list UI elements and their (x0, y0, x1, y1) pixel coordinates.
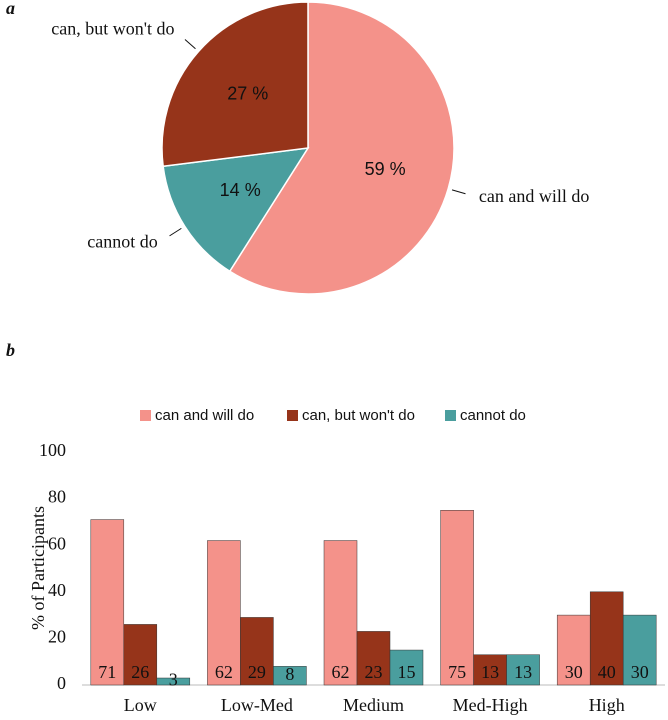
value-label: 15 (398, 662, 416, 682)
bar (240, 617, 274, 686)
value-label: 13 (514, 662, 532, 682)
bar (207, 540, 241, 686)
category-label: cannot do (87, 232, 157, 252)
bar (156, 677, 191, 686)
value-label: 3 (169, 670, 178, 690)
bar (589, 591, 624, 686)
pie-slice (228, 1, 455, 295)
pie-slice (161, 1, 309, 168)
bar (622, 614, 657, 686)
value-label: 14 % (220, 180, 261, 200)
bar (556, 614, 591, 686)
pie-slice (162, 147, 310, 273)
y-tick-label: 40 (48, 580, 66, 600)
bar (323, 540, 358, 686)
x-tick-label: Medium (343, 695, 404, 715)
bar (440, 510, 474, 686)
leader-line (169, 227, 182, 237)
panel-label: b (6, 340, 15, 360)
value-label: 30 (631, 662, 649, 682)
bar (90, 519, 125, 686)
value-label: 62 (332, 662, 350, 682)
legend-swatch (445, 410, 456, 421)
bar (506, 654, 540, 686)
y-axis-label: % of Participants (28, 506, 48, 630)
y-tick-label: 20 (48, 627, 66, 647)
leader-line (184, 39, 196, 50)
value-label: 71 (98, 662, 116, 682)
legend-swatch (287, 410, 298, 421)
legend-label: cannot do (460, 407, 526, 424)
value-label: 13 (481, 662, 499, 682)
legend-swatch (140, 410, 151, 421)
bar (389, 649, 424, 686)
value-label: 27 % (227, 84, 268, 104)
y-tick-label: 100 (39, 440, 66, 460)
x-tick-label: Low-Med (221, 695, 293, 715)
y-tick-label: 60 (48, 533, 66, 553)
value-label: 29 (248, 662, 266, 682)
x-tick-label: Med-High (453, 695, 528, 715)
x-tick-label: High (589, 695, 625, 715)
value-label: 26 (131, 662, 149, 682)
value-label: 75 (448, 662, 466, 682)
value-label: 40 (598, 662, 616, 682)
y-tick-label: 80 (48, 487, 66, 507)
bar (123, 624, 158, 686)
value-label: 62 (215, 662, 233, 682)
value-label: 59 % (365, 159, 406, 179)
category-label: can, but won't do (51, 18, 174, 38)
leader-line (451, 189, 466, 195)
x-tick-label: Low (124, 695, 157, 715)
value-label: 30 (565, 662, 583, 682)
panel-label: a (6, 0, 15, 18)
value-label: 23 (365, 662, 383, 682)
legend-label: can and will do (155, 407, 254, 424)
y-tick-label: 0 (57, 673, 66, 693)
value-label: 8 (285, 664, 294, 684)
bar (473, 654, 507, 686)
category-label: can and will do (479, 186, 589, 206)
bar (273, 666, 307, 686)
legend-label: can, but won't do (302, 407, 415, 424)
